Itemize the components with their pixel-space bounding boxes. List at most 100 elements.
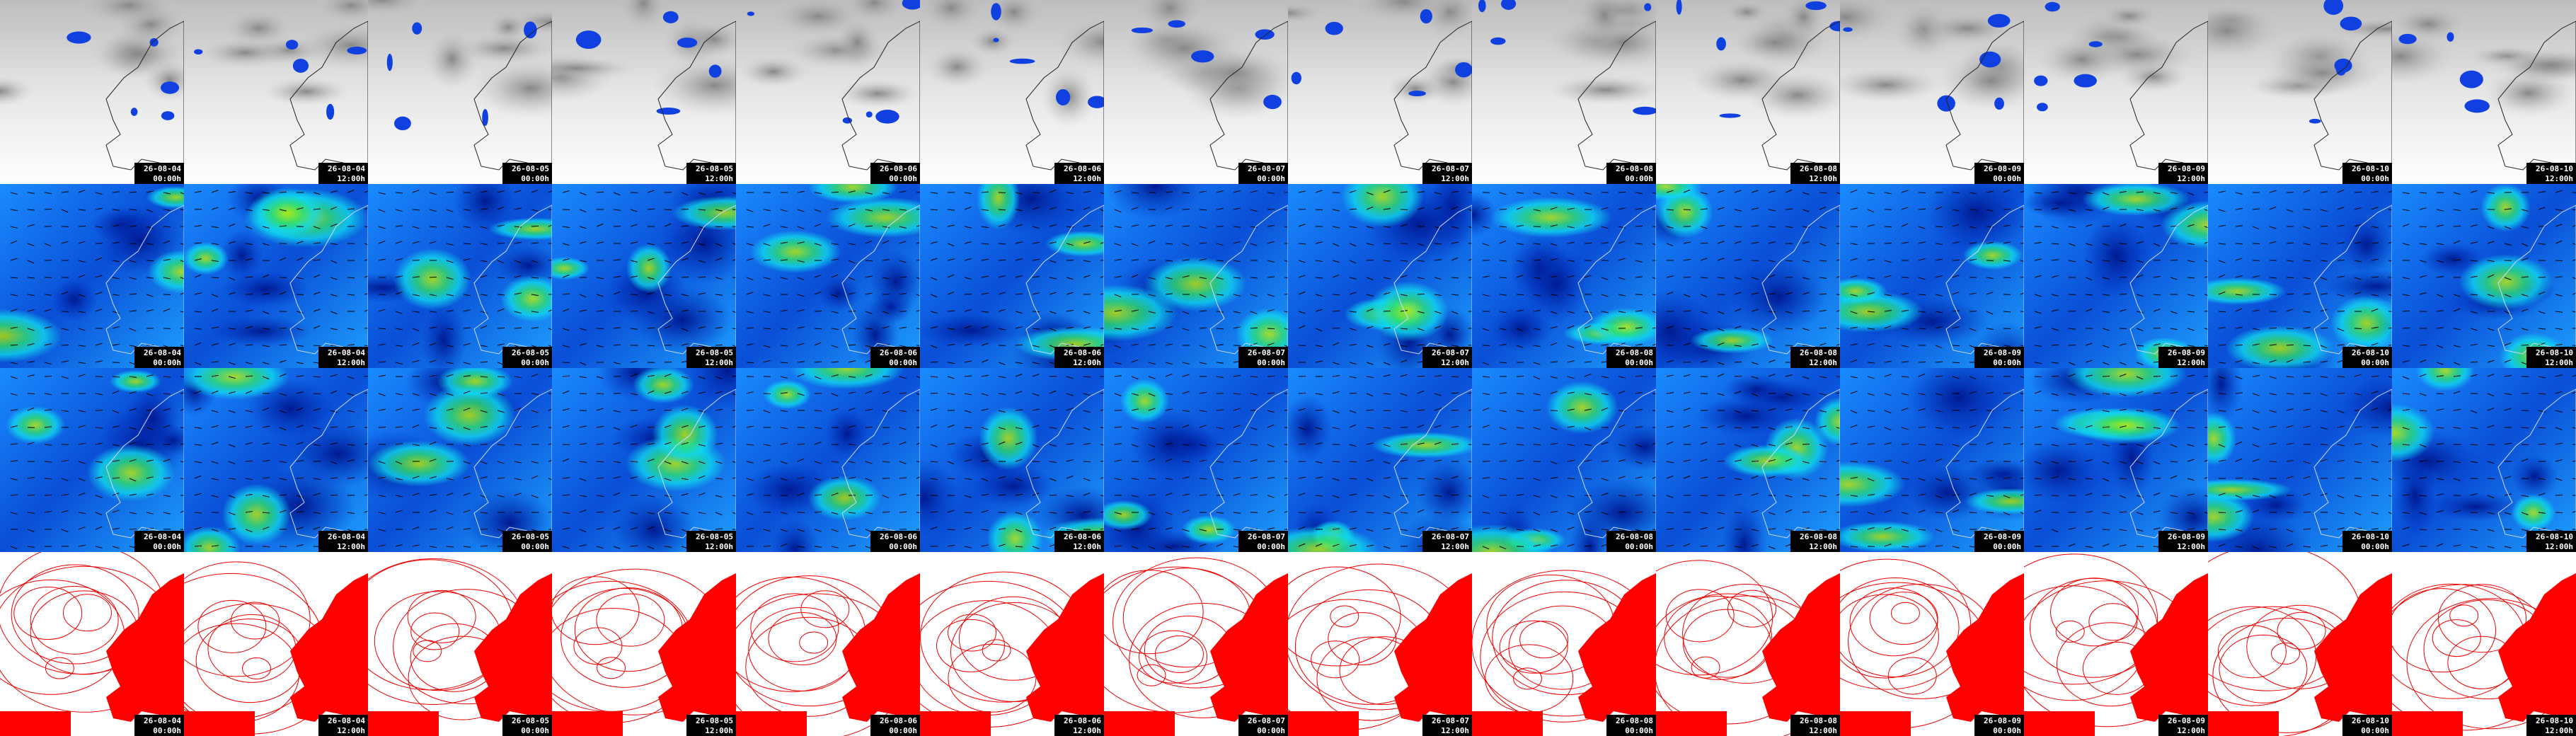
wind-arrow (27, 224, 35, 227)
wind-arrow (497, 224, 505, 227)
wind-arrow (2119, 243, 2127, 245)
wind-arrow (1383, 512, 1391, 514)
wind-arrow (1165, 546, 1173, 549)
timestamp-box (686, 531, 736, 552)
wind-arrow (10, 376, 18, 379)
wind-arrow (797, 190, 805, 193)
wind-arrow (2252, 362, 2260, 364)
wind-arrow (1250, 294, 1258, 297)
wind-arrow (1015, 209, 1023, 212)
wind-arrow (1952, 241, 1960, 244)
time-label: 12:00h (2177, 726, 2205, 735)
wind-arrow (2470, 343, 2478, 346)
wind-arrow (1533, 294, 1541, 297)
wind-arrow (848, 190, 856, 193)
wind-arrow (1032, 362, 1040, 364)
wind-arrow (1850, 189, 1858, 193)
cloud (920, 0, 984, 33)
wind-arrow (480, 512, 488, 514)
map-content (736, 184, 920, 368)
wind-arrow (1332, 410, 1340, 413)
wind-arrow (2102, 544, 2110, 547)
map-content (0, 0, 184, 184)
wind-arrow (228, 546, 236, 548)
wind-arrow (1400, 512, 1408, 514)
wind-arrow (1666, 226, 1674, 229)
wind-arrow (2187, 374, 2195, 377)
wind-arrow (1233, 461, 1241, 463)
wind-arrow (1482, 546, 1490, 550)
wind-arrow (1918, 444, 1926, 446)
jet (1288, 526, 1379, 552)
wind-arrow (514, 241, 522, 244)
time-label: 12:00h (1441, 174, 1469, 183)
wind-arrow (981, 529, 989, 531)
wind-arrow (1850, 359, 1858, 363)
wind-arrow (1819, 529, 1827, 531)
wind-arrow (2252, 427, 2260, 430)
wind-arrow (1066, 192, 1074, 194)
map-content (1472, 184, 1656, 368)
wind-arrow (1114, 459, 1122, 462)
wind-arrow (1199, 362, 1207, 364)
wind-arrow (1482, 512, 1490, 514)
wind-arrow (746, 343, 754, 346)
wind-arrow (2235, 294, 2243, 296)
wind-arrow (1516, 444, 1524, 446)
wind-arrow (1867, 277, 1875, 279)
cloud (683, 20, 736, 59)
wind-arrow (480, 275, 488, 278)
wind-arrow (2538, 311, 2546, 314)
wind-arrow (95, 292, 103, 295)
wind-arrow (1901, 328, 1909, 330)
isobar (2024, 553, 2158, 685)
wind-arrow (998, 292, 1006, 295)
wind-arrow (2354, 374, 2362, 377)
wind-arrow (1199, 277, 1207, 280)
wind-arrow (1768, 459, 1776, 462)
timestamp-box (2526, 531, 2576, 552)
wind-arrow (10, 240, 18, 244)
wind-arrow (1233, 326, 1241, 329)
wind-arrow (1768, 190, 1776, 193)
isobar (1513, 667, 1543, 690)
wind-arrow (129, 427, 137, 430)
wind-arrow (1049, 390, 1057, 394)
wind-arrow (848, 360, 856, 363)
wind-arrow (163, 495, 171, 498)
wind-arrow (112, 444, 120, 447)
wind-arrow (930, 241, 938, 244)
wind-arrow (1131, 224, 1139, 227)
wind-arrow (2504, 277, 2512, 280)
wind-arrow (2085, 243, 2093, 246)
wind-arrow (1700, 226, 1708, 229)
rain (1716, 37, 1726, 51)
wind-arrow (1066, 393, 1074, 396)
wind-arrow (1717, 425, 1725, 428)
wind-arrow (446, 393, 454, 396)
wind-arrow (1383, 495, 1391, 499)
wind-arrow (1802, 209, 1810, 212)
wind-arrow (930, 345, 938, 349)
wind-arrow (27, 374, 35, 377)
wind-arrow (1986, 190, 1994, 193)
wind-arrow (395, 328, 403, 330)
isobar (1499, 620, 1568, 674)
wind-arrow (630, 294, 638, 296)
isobar (1727, 590, 1777, 628)
wind-arrow (2286, 260, 2294, 262)
map-content (1472, 552, 1656, 736)
wind-arrow (1802, 292, 1810, 295)
wind-arrow (1400, 529, 1408, 531)
wind-arrow (112, 209, 120, 211)
wind-arrow (1533, 277, 1541, 280)
wind-arrow (814, 442, 822, 445)
wind-arrow (746, 425, 754, 428)
wind-arrow (1216, 190, 1224, 193)
wind-arrow (1533, 495, 1541, 498)
date-label: 26-08-04 (144, 532, 181, 541)
timestamp-box (2526, 347, 2576, 368)
wind-arrow (562, 444, 570, 446)
wind-arrow (10, 512, 18, 515)
wind-arrow (1451, 226, 1459, 229)
